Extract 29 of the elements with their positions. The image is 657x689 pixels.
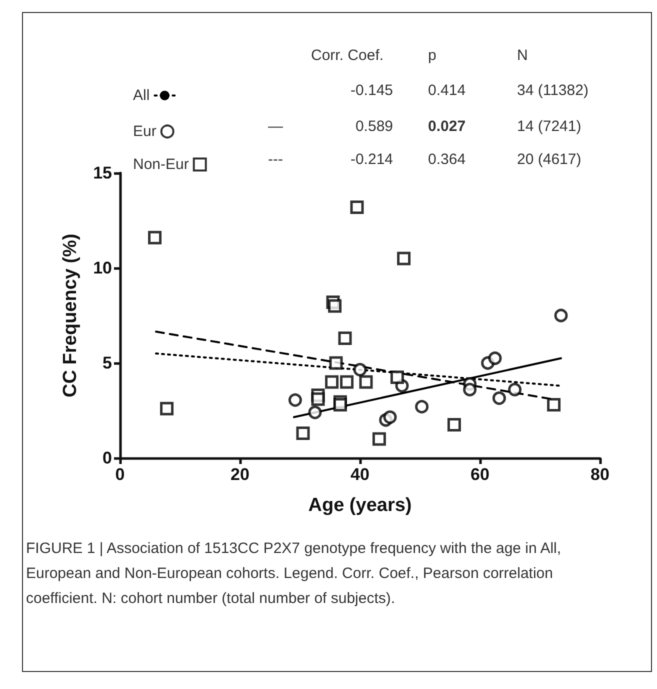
- legend-label: Eur: [133, 123, 156, 140]
- x-tick-label: 60: [470, 465, 490, 484]
- text: 34 (11382): [517, 82, 588, 99]
- text: -0.214: [350, 151, 394, 168]
- text: 0.027: [428, 118, 466, 135]
- text: -0.145: [350, 82, 394, 99]
- x-tick-label: 80: [590, 465, 610, 484]
- text: 14 (7241): [517, 118, 582, 135]
- text: ---: [268, 151, 283, 168]
- text: 0.589: [355, 118, 394, 135]
- y-tick-label: 15: [93, 164, 112, 182]
- text: —: [268, 118, 283, 135]
- text: 20 (4617): [517, 151, 582, 168]
- text: 0.364: [428, 151, 466, 168]
- text: 0.414: [428, 82, 466, 99]
- text: p: [428, 47, 436, 64]
- x-tick-label: 20: [230, 465, 250, 484]
- text: N: [517, 47, 528, 64]
- y-tick-label: 10: [93, 258, 112, 278]
- legend-label: Non-Eur: [132, 156, 189, 173]
- x-tick-label: 0: [115, 465, 125, 484]
- caption: FIGURE 1 | Association of 1513CC P2X7 genotype frequency with the age in All, European and Non-European cohorts. Legend. Corr. Coef., Pearson correlation coefficient. N: cohort number (total number of subjects).: [26, 539, 562, 609]
- y-tick-label: 5: [102, 354, 112, 372]
- y-axis-title: CC Frequency (%): [60, 234, 81, 398]
- legend-label: All: [133, 87, 150, 104]
- x-axis-title: Age (years): [308, 495, 412, 516]
- x-tick-label: 40: [350, 465, 370, 484]
- y-tick-label: 0: [102, 448, 112, 468]
- text: Corr. Coef.: [311, 47, 384, 64]
